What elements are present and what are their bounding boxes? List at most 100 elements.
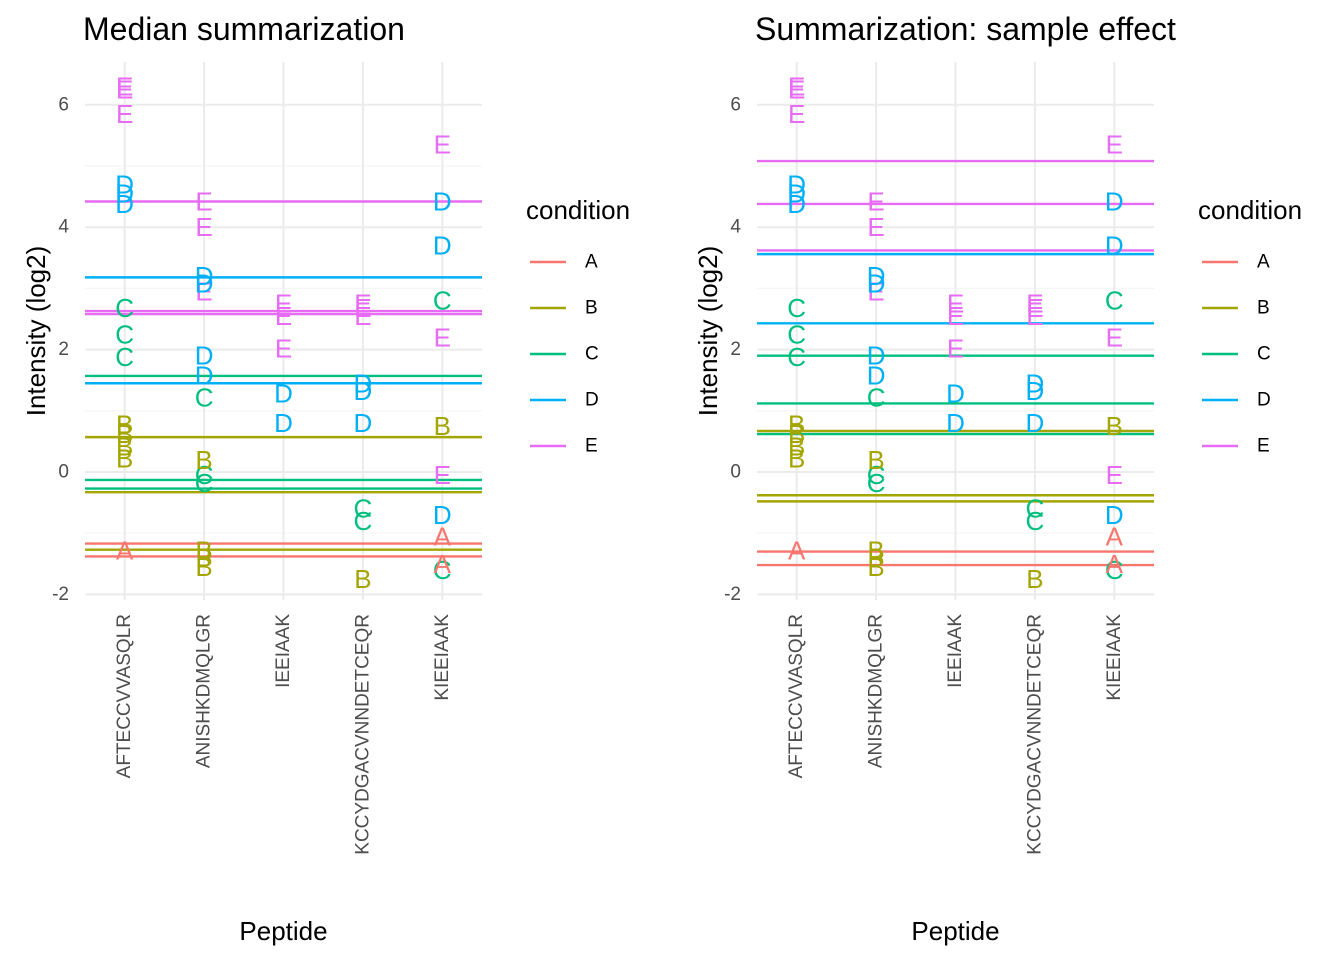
y-tick-label: 2 xyxy=(58,339,69,360)
point-label-c: C xyxy=(1105,555,1124,585)
x-tick-label: KCCYDGACVNNDETCEQR xyxy=(1024,614,1045,855)
legend-label-e: E xyxy=(1257,436,1270,457)
point-label-c: C xyxy=(195,382,214,412)
point-label-d: D xyxy=(433,500,452,530)
x-tick-label: IEEIAAK xyxy=(273,614,294,688)
point-label-d: D xyxy=(195,360,214,390)
point-label-e: E xyxy=(947,301,964,331)
summary-lines xyxy=(85,200,482,558)
point-label-d: D xyxy=(433,231,452,261)
y-tick-label: 2 xyxy=(730,339,741,360)
x-tick-labels: AFTECCVVASQLR ANISHKDMQLGR IEEIAAK KCCYDGAC… xyxy=(786,614,1125,855)
point-label-c: C xyxy=(1105,286,1124,316)
y-tick-label: 4 xyxy=(58,217,69,238)
x-tick-label: ANISHKDMQLGR xyxy=(866,614,887,768)
point-label-a: A xyxy=(116,535,134,565)
point-label-b: B xyxy=(867,445,884,475)
point-label-c: C xyxy=(195,460,214,490)
y-axis-title: Intensity (log2) xyxy=(21,246,51,417)
point-label-e: E xyxy=(354,293,371,323)
legend-label-e: E xyxy=(585,436,598,457)
point-label-b: B xyxy=(195,552,212,582)
legend-label-a: A xyxy=(585,252,598,273)
point-label-e: E xyxy=(947,333,964,363)
point-label-b: B xyxy=(1106,411,1123,441)
chart-title: Summarization: sample effect xyxy=(755,11,1176,47)
point-label-a: A xyxy=(788,535,806,565)
point-label-c: C xyxy=(1026,506,1045,536)
y-tick-label: -2 xyxy=(724,584,741,605)
point-label-e: E xyxy=(867,186,884,216)
point-label-d: D xyxy=(867,341,886,371)
x-tick-label: KIEEIAAK xyxy=(1104,614,1125,701)
major-gridlines xyxy=(85,62,482,600)
x-tick-label: ANISHKDMQLGR xyxy=(194,614,215,768)
x-tick-labels: AFTECCVVASQLR ANISHKDMQLGR IEEIAAK KCCYDGAC… xyxy=(114,614,453,855)
point-label-e: E xyxy=(116,75,133,105)
point-label-d: D xyxy=(787,169,806,199)
point-label-c: C xyxy=(115,342,134,372)
legend-label-d: D xyxy=(585,390,599,411)
point-label-e: E xyxy=(1106,460,1123,490)
point-label-b: B xyxy=(195,445,212,475)
point-label-d: D xyxy=(1026,376,1045,406)
point-label-c: C xyxy=(787,319,806,349)
point-label-d: D xyxy=(867,269,886,299)
point-label-e: E xyxy=(434,460,451,490)
major-gridlines xyxy=(757,62,1154,600)
y-tick-label: 4 xyxy=(730,217,741,238)
point-label-b: B xyxy=(354,564,371,594)
point-label-b: B xyxy=(195,535,212,565)
point-label-c: C xyxy=(354,494,373,524)
point-label-d: D xyxy=(867,360,886,390)
point-label-c: C xyxy=(867,468,886,498)
point-label-b: B xyxy=(867,535,884,565)
point-label-d: D xyxy=(195,341,214,371)
chart-panel-2: -2 0 2 4 6 AFTECCVVASQLR ANISHKDMQLGR IEEIAAK KC… xyxy=(693,11,1302,946)
point-label-d: D xyxy=(1105,500,1124,530)
point-label-e: E xyxy=(1026,289,1043,319)
point-label-d: D xyxy=(1026,408,1045,438)
point-label-b: B xyxy=(116,431,133,461)
point-label-b: B xyxy=(867,552,884,582)
legend-title: condition xyxy=(1198,195,1302,225)
point-label-c: C xyxy=(867,460,886,490)
point-label-a: A xyxy=(434,549,452,579)
point-label-d: D xyxy=(274,408,293,438)
point-label-d: D xyxy=(1105,186,1124,216)
point-label-c: C xyxy=(354,506,373,536)
text-points: ABBBBCCCDDDEEEBBBCCBCDDEDDEEDDEEEBCCDDDE… xyxy=(787,71,1123,594)
y-tick-labels: -2 0 2 4 6 xyxy=(724,94,741,605)
point-label-d: D xyxy=(115,179,134,209)
point-label-d: D xyxy=(787,189,806,219)
point-label-e: E xyxy=(195,186,212,216)
point-label-a: A xyxy=(434,521,452,551)
point-label-b: B xyxy=(195,543,212,573)
point-label-a: A xyxy=(1106,521,1124,551)
legend-label-b: B xyxy=(1257,298,1270,319)
point-label-d: D xyxy=(787,179,806,209)
point-label-d: D xyxy=(195,261,214,291)
point-label-c: C xyxy=(787,293,806,323)
point-label-b: B xyxy=(434,411,451,441)
point-label-e: E xyxy=(275,289,292,319)
point-label-d: D xyxy=(946,379,965,409)
point-label-d: D xyxy=(195,269,214,299)
point-label-b: B xyxy=(788,419,805,449)
x-tick-label: KCCYDGACVNNDETCEQR xyxy=(352,614,373,855)
point-label-e: E xyxy=(867,276,884,306)
point-label-c: C xyxy=(433,555,452,585)
point-label-e: E xyxy=(116,99,133,129)
point-label-b: B xyxy=(116,444,133,474)
point-label-d: D xyxy=(115,169,134,199)
text-points: ABBBBCCCDDDEEEBBBCCBCDDEDDEEDDEEEBCCDDDE… xyxy=(115,71,451,594)
point-label-d: D xyxy=(1026,368,1045,398)
y-axis-title: Intensity (log2) xyxy=(693,246,723,417)
legend-label-b: B xyxy=(585,298,598,319)
point-label-d: D xyxy=(354,376,373,406)
chart-panel-1: -2 0 2 4 6 AFTECCVVASQLR ANISHKDMQLGR IEEIAAK KC… xyxy=(21,11,630,946)
x-axis-title: Peptide xyxy=(239,916,327,946)
point-label-b: B xyxy=(788,409,805,439)
y-tick-label: -2 xyxy=(52,584,69,605)
